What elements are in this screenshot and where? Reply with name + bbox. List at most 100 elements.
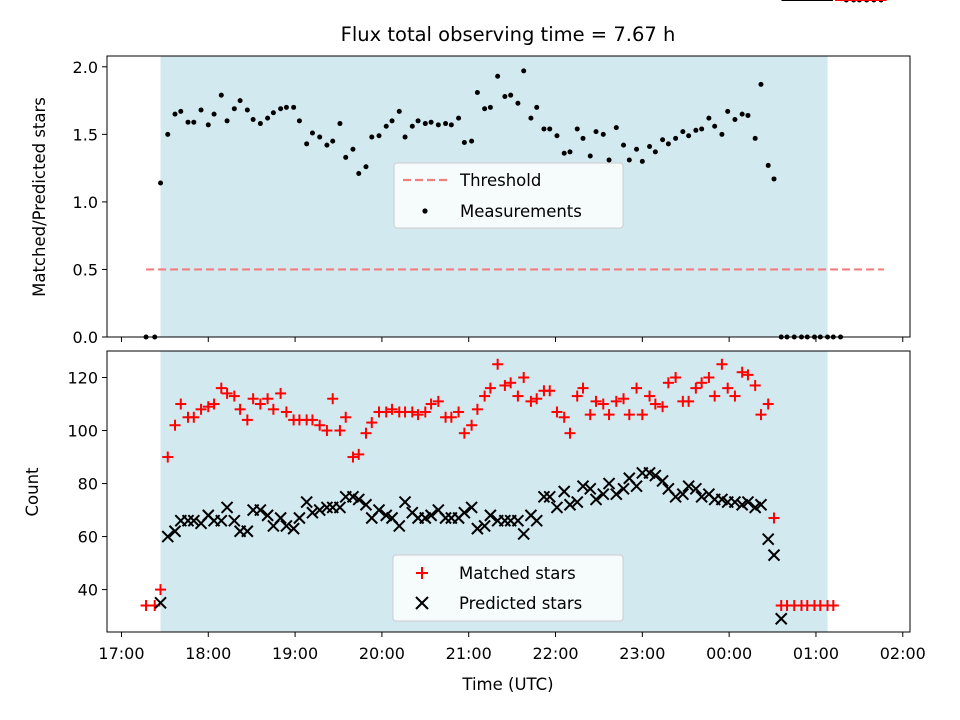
predicted-star-point <box>458 506 471 519</box>
measurement-point <box>686 133 692 139</box>
measurement-point <box>541 126 547 132</box>
predicted-star-point <box>530 514 543 527</box>
predicted-star-point <box>228 514 241 527</box>
matched-star-point <box>505 377 517 389</box>
measurement-point <box>634 146 640 152</box>
measurement-point <box>515 100 521 106</box>
measurement-point <box>521 68 527 74</box>
predicted-star-point <box>563 498 577 511</box>
predicted-star-point <box>424 509 438 522</box>
measurement-point <box>291 104 297 110</box>
measurement-point <box>626 157 632 163</box>
matched-star-point <box>162 451 174 463</box>
matched-star-point <box>412 409 424 421</box>
predicted-star-point <box>656 474 669 488</box>
legend-measurements-label: Measurements <box>460 202 582 221</box>
predicted-star-point <box>220 501 234 514</box>
measurement-point <box>343 154 349 160</box>
measurement-point <box>283 104 289 110</box>
measurement-point <box>732 116 738 122</box>
measurement-point <box>502 94 508 100</box>
matched-star-point <box>649 398 661 410</box>
matched-star-point <box>577 382 589 394</box>
matched-star-point <box>169 419 181 431</box>
measurement-point <box>693 127 699 133</box>
measurement-point <box>752 135 758 141</box>
matched-star-point <box>657 401 669 413</box>
matched-star-point <box>644 390 656 402</box>
matched-star-point <box>466 419 478 431</box>
x-tick-label: 02:00 <box>880 644 926 663</box>
matched-star-point <box>736 366 748 378</box>
matched-star-point <box>683 395 695 407</box>
x-tick-label: 22:00 <box>532 644 578 663</box>
measurement-point <box>205 122 211 128</box>
bottom-y-tick-label: 80 <box>78 475 98 494</box>
predicted-star-point <box>300 495 313 509</box>
measurement-point <box>369 134 375 140</box>
matched-star-point <box>386 403 398 415</box>
predicted-star-point <box>682 479 695 493</box>
predicted-star-point <box>550 501 564 514</box>
predicted-star-point <box>689 482 703 496</box>
measurement-point <box>337 121 343 127</box>
predicted-star-point <box>398 495 412 509</box>
matched-star-point <box>603 409 615 421</box>
matched-star-point <box>703 372 715 384</box>
measurement-point <box>198 107 204 113</box>
predicted-star-point <box>775 612 788 625</box>
predicted-star-point <box>571 495 584 509</box>
matched-star-point <box>525 395 537 407</box>
matched-star-point <box>175 398 187 410</box>
matched-star-point <box>347 451 359 463</box>
predicted-star-point <box>261 509 274 522</box>
measurement-point <box>330 138 336 144</box>
measurement-point <box>296 118 302 124</box>
measurement-point <box>185 119 191 125</box>
matched-star-point <box>571 390 583 402</box>
legend-predicted-label: Predicted stars <box>459 594 582 613</box>
matched-star-point <box>584 409 596 421</box>
x-tick-label: 00:00 <box>706 644 752 663</box>
matched-star-point <box>432 395 444 407</box>
predicted-star-point <box>630 479 643 493</box>
matched-star-point <box>406 406 418 418</box>
predicted-star-point <box>313 503 326 517</box>
legend-measurements-swatch <box>422 208 428 214</box>
measurement-point <box>356 171 362 177</box>
measurement-point <box>765 162 771 168</box>
matched-star-point <box>755 409 767 421</box>
predicted-star-point <box>511 514 525 527</box>
matched-star-point <box>512 390 524 402</box>
predicted-star-point <box>543 490 556 504</box>
matched-star-point <box>749 379 761 391</box>
x-tick-label: 19:00 <box>272 644 318 663</box>
measurement-point <box>270 110 276 116</box>
predicted-star-point <box>215 514 228 527</box>
measurement-point <box>600 131 606 137</box>
matched-star-point <box>670 372 682 384</box>
x-tick-label: 21:00 <box>446 644 492 663</box>
measurement-point <box>218 92 224 98</box>
matched-star-point <box>228 390 240 402</box>
predicted-star-point <box>517 527 530 541</box>
predicted-star-point <box>274 511 287 525</box>
predicted-star-point <box>154 596 167 610</box>
measurement-point <box>725 108 731 114</box>
predicted-star-point <box>498 514 512 527</box>
measurement-point <box>712 123 718 129</box>
top-y-tick-label: 1.5 <box>73 125 98 144</box>
measurement-point <box>415 118 421 124</box>
matched-star-point <box>471 403 483 415</box>
measurement-point <box>699 126 705 132</box>
measurement-point <box>178 108 184 114</box>
measurement-point <box>660 137 666 143</box>
predicted-star-point <box>471 522 484 535</box>
matched-star-point <box>234 403 246 415</box>
measurement-point <box>508 92 514 98</box>
matched-star-point <box>768 512 780 524</box>
legend-matched-swatch <box>416 567 428 579</box>
measurement-point <box>745 112 751 118</box>
predicted-star-point <box>320 501 334 514</box>
measurement-point <box>474 89 480 95</box>
